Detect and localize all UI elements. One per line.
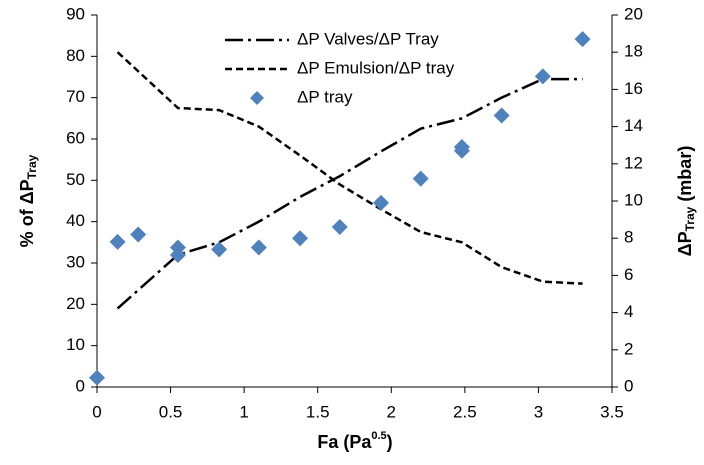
y2-tick-label: 20	[624, 4, 643, 23]
marker	[211, 241, 228, 258]
marker	[331, 219, 348, 236]
y2-tick-label: 4	[624, 302, 633, 321]
y2-tick-label: 8	[624, 228, 633, 247]
x-tick-label: 2	[387, 402, 396, 421]
y2-tick-label: 18	[624, 42, 643, 61]
x-axis-label: Fa (Pa0.5)	[317, 430, 392, 452]
marker	[250, 239, 267, 256]
y2-label-text: ΔP	[675, 231, 695, 256]
marker	[292, 230, 309, 247]
series-line	[116, 77, 583, 310]
x-tick-label: 0	[92, 402, 101, 421]
x-label-sup: 0.5	[371, 430, 386, 442]
marker	[453, 139, 470, 156]
marker	[169, 246, 186, 263]
legend-label: ΔP Emulsion/ΔP tray	[297, 58, 455, 77]
x-tick-label: 0.5	[159, 402, 183, 421]
y-tick-label: 20	[66, 294, 85, 313]
marker	[372, 194, 389, 211]
x-tick-label: 3.5	[600, 402, 624, 421]
x-tick-label: 1	[239, 402, 248, 421]
y-tick-label: 0	[76, 376, 85, 395]
marker	[109, 233, 126, 250]
marker	[493, 107, 510, 124]
marker	[130, 226, 147, 243]
y-label-text: % of ΔP	[17, 179, 37, 247]
series-line	[116, 51, 583, 285]
y2-tick-label: 10	[624, 190, 643, 209]
marker	[574, 31, 591, 48]
legend-label: ΔP tray	[297, 87, 353, 106]
y2-tick-label: 0	[624, 376, 633, 395]
y2-tick-label: 2	[624, 339, 633, 358]
y2-tick-label: 16	[624, 79, 643, 98]
y-label-sub: Tray	[25, 154, 39, 179]
y-tick-label: 10	[66, 335, 85, 354]
y-tick-label: 60	[66, 128, 85, 147]
x-tick-label: 2.5	[453, 402, 477, 421]
marker	[89, 369, 105, 386]
x-label-suffix: )	[387, 432, 393, 452]
legend-label: ΔP Valves/ΔP Tray	[297, 29, 439, 48]
y-tick-label: 90	[66, 4, 85, 23]
y2-label-sub: Tray	[683, 206, 697, 231]
y-tick-label: 40	[66, 211, 85, 230]
y-axis-label: % of ΔPTray	[17, 154, 39, 247]
y-tick-label: 30	[66, 252, 85, 271]
y2-tick-label: 12	[624, 153, 643, 172]
y-tick-label: 50	[66, 170, 85, 189]
legend-marker	[250, 91, 264, 105]
y2-tick-label: 6	[624, 265, 633, 284]
y-tick-label: 70	[66, 87, 85, 106]
x-tick-label: 3	[534, 402, 543, 421]
x-label-text: Fa (Pa	[317, 432, 372, 452]
y2-axis-label: ΔPTray (mbar)	[675, 146, 697, 257]
y2-tick-label: 14	[624, 116, 643, 135]
x-tick-label: 1.5	[306, 402, 330, 421]
y2-label-suffix: (mbar)	[675, 146, 695, 207]
marker	[534, 68, 551, 85]
marker	[412, 170, 429, 187]
y-tick-label: 80	[66, 46, 85, 65]
